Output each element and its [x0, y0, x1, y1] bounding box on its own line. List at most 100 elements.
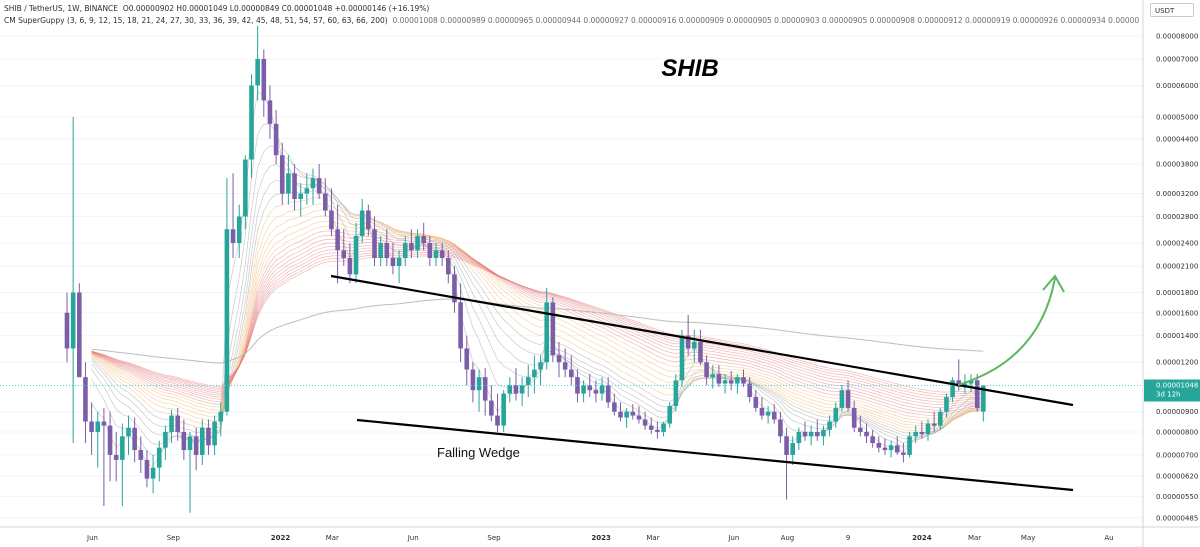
candle-body	[396, 257, 402, 266]
candle-body	[981, 385, 986, 412]
candle-body	[347, 257, 353, 275]
y-tick-label: 0.00000485	[1156, 515, 1198, 523]
y-tick-label: 0.00002400	[1156, 240, 1198, 248]
candle-body	[673, 380, 679, 407]
candle-body	[89, 421, 94, 432]
current-price-badge	[1144, 379, 1200, 402]
candle-body	[433, 250, 439, 258]
x-tick-label: Mar	[968, 534, 981, 542]
candle-body	[950, 380, 955, 398]
y-tick-label: 0.00006000	[1156, 82, 1198, 90]
candle-body	[833, 407, 839, 422]
candle-body	[544, 302, 549, 363]
y-tick-label: 0.00000550	[1156, 493, 1198, 501]
candle-body	[489, 400, 494, 416]
y-tick-label: 0.00002100	[1156, 262, 1198, 270]
candle-body	[243, 159, 248, 217]
candle-body	[655, 429, 660, 432]
candle-body	[482, 377, 488, 401]
candle-body	[359, 210, 365, 237]
x-tick-label: May	[1021, 534, 1035, 542]
chart-title: SHIB	[661, 55, 718, 82]
symbol-label[interactable]: SHIB / TetherUS, 1W, BINANCE	[4, 4, 119, 13]
candle-body	[452, 274, 457, 303]
candle-body	[759, 407, 765, 416]
candle-body	[101, 421, 107, 426]
candle-body	[513, 385, 519, 394]
candle-body	[286, 173, 291, 194]
candle-body	[415, 236, 420, 251]
wedge-annotation: Falling Wedge	[437, 445, 520, 460]
indicator-label[interactable]: CM SuperGuppy (3, 6, 9, 12, 15, 18, 21, …	[4, 16, 388, 25]
candle-body	[630, 411, 636, 416]
candle-body	[273, 123, 279, 156]
breakout-arrow	[957, 277, 1056, 386]
y-tick-label: 0.00003800	[1156, 161, 1198, 169]
candle-body	[710, 374, 716, 378]
x-tick-label: 2022	[271, 534, 291, 542]
candle-body	[372, 229, 377, 258]
candle-body	[126, 427, 131, 437]
candle-body	[187, 436, 193, 451]
x-tick-label: 2024	[912, 534, 932, 542]
candle-body	[70, 292, 76, 349]
candle-body	[175, 415, 180, 432]
candle-body	[888, 445, 894, 451]
candles	[64, 25, 986, 513]
candle-body	[224, 229, 230, 412]
candle-body	[218, 411, 224, 422]
candle-body	[685, 335, 691, 349]
candle-body	[612, 402, 617, 412]
candle-body	[864, 431, 869, 437]
symbol-header: SHIB / TetherUS, 1W, BINANCE O0.00000902…	[4, 4, 429, 13]
candle-body	[427, 243, 433, 258]
candle-body	[212, 421, 217, 446]
candle-body	[310, 178, 316, 189]
candle-body	[267, 100, 273, 124]
candle-body	[575, 377, 580, 394]
x-tick-label: Mar	[326, 534, 339, 542]
x-tick-label: Jun	[86, 534, 98, 542]
candle-body	[802, 431, 808, 437]
candle-body	[495, 415, 500, 426]
candle-body	[771, 411, 777, 420]
candle-body	[618, 411, 623, 418]
y-tick-label: 0.00000620	[1156, 472, 1198, 480]
x-tick-label: Jun	[727, 534, 739, 542]
candle-body	[421, 236, 426, 244]
x-tick-label: Aug	[781, 534, 795, 542]
candle-body	[298, 193, 303, 200]
candle-body	[894, 445, 900, 453]
candle-body	[593, 390, 599, 394]
candle-body	[107, 425, 113, 455]
candle-body	[538, 362, 543, 370]
currency-button[interactable]: USDT	[1150, 3, 1194, 17]
candle-body	[402, 243, 408, 258]
candle-body	[919, 431, 925, 435]
candle-body	[255, 58, 260, 86]
y-tick-label: 0.00003200	[1156, 190, 1198, 198]
candle-body	[648, 425, 654, 430]
indicator-values: 0.00001008 0.00000989 0.00000965 0.00000…	[392, 16, 1139, 25]
candle-body	[784, 436, 789, 455]
y-tick-label: 0.00001200	[1156, 359, 1198, 367]
candle-body	[901, 452, 906, 455]
candle-body	[323, 193, 328, 211]
candle-body	[605, 385, 611, 403]
y-tick-label: 0.00001400	[1156, 332, 1198, 340]
x-tick-label: 9	[846, 534, 850, 542]
candle-body	[679, 335, 685, 381]
candle-body	[113, 454, 119, 460]
candle-body	[138, 450, 144, 460]
candle-body	[796, 431, 802, 444]
candle-body	[968, 380, 974, 384]
ema-line	[91, 209, 984, 427]
candle-body	[550, 302, 556, 356]
candle-body	[716, 374, 722, 384]
x-tick-label: Sep	[487, 534, 501, 542]
candle-body	[692, 341, 697, 349]
candle-body	[974, 380, 980, 408]
y-tick-label: 0.00002800	[1156, 213, 1198, 221]
